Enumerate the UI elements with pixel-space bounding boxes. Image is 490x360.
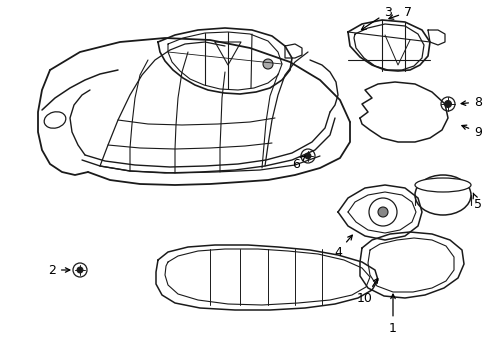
Circle shape: [369, 198, 397, 226]
Circle shape: [305, 153, 311, 159]
Text: 3: 3: [362, 5, 392, 30]
Text: 6: 6: [292, 156, 305, 171]
Text: 4: 4: [334, 235, 352, 258]
Circle shape: [444, 100, 451, 108]
Text: 2: 2: [48, 264, 70, 276]
Text: 1: 1: [389, 294, 397, 334]
Ellipse shape: [44, 112, 66, 128]
Text: 10: 10: [357, 279, 378, 305]
Text: 8: 8: [461, 95, 482, 108]
Text: 7: 7: [389, 5, 412, 19]
Circle shape: [77, 267, 83, 273]
Circle shape: [301, 149, 315, 163]
Circle shape: [441, 97, 455, 111]
Circle shape: [378, 207, 388, 217]
Circle shape: [263, 59, 273, 69]
Ellipse shape: [415, 178, 471, 192]
Ellipse shape: [415, 175, 471, 215]
Text: 5: 5: [473, 193, 482, 211]
Text: 9: 9: [462, 125, 482, 139]
Circle shape: [73, 263, 87, 277]
